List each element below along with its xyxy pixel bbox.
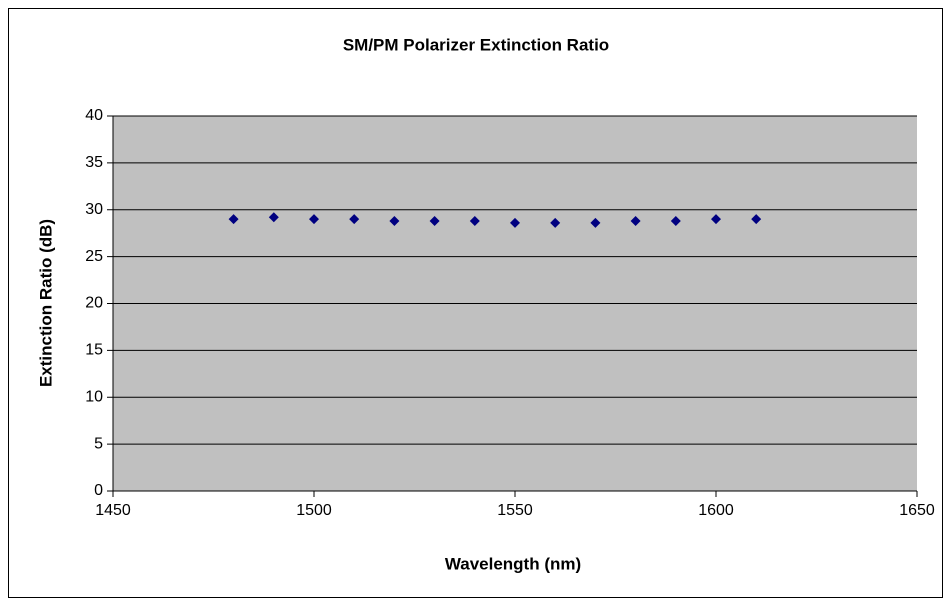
point: [751, 214, 762, 225]
point: [429, 216, 440, 226]
point: [630, 216, 641, 226]
point: [349, 214, 360, 225]
y-tick-label: 10: [85, 388, 103, 405]
y-tick-label: 40: [85, 107, 103, 124]
point: [309, 214, 319, 225]
y-tick-label: 0: [94, 482, 103, 499]
chart-title: SM/PM Polarizer Extinction Ratio: [343, 35, 609, 54]
point: [550, 217, 561, 228]
x-tick-label: 1500: [296, 502, 332, 519]
point: [389, 216, 400, 226]
y-tick-label: 30: [85, 201, 103, 218]
point: [268, 212, 279, 223]
y-tick-label: 35: [85, 154, 103, 171]
point: [228, 214, 239, 225]
point: [670, 216, 681, 226]
point: [469, 216, 480, 226]
y-tick-label: 20: [85, 295, 103, 312]
x-tick-label: 1600: [698, 502, 734, 519]
point: [590, 217, 601, 228]
y-tick-label: 15: [85, 342, 103, 359]
point: [711, 214, 721, 225]
y-tick-label: 25: [85, 248, 103, 265]
x-axis-label: Wavelength (nm): [445, 554, 581, 573]
x-tick-label: 1450: [95, 502, 131, 519]
y-tick-label: 5: [94, 435, 103, 452]
point: [510, 217, 520, 228]
x-tick-label: 1650: [899, 502, 935, 519]
x-tick-label: 1550: [497, 502, 533, 519]
y-axis-label: Extinction Ratio (dB): [36, 219, 55, 387]
